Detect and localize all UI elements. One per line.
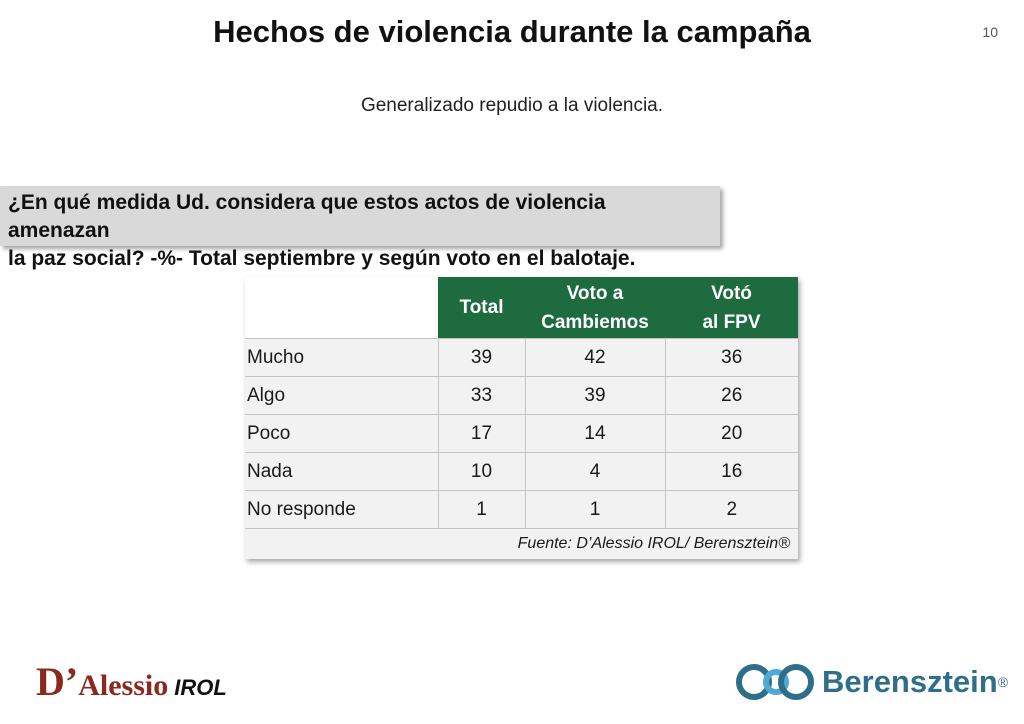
cell-total: 39 [437, 338, 525, 377]
table-row: Nada 10 4 16 [245, 452, 798, 491]
logo-dalessio-name: Alessio [78, 669, 169, 702]
table-row: Poco 17 14 20 [245, 414, 798, 453]
row-label: Poco [245, 414, 438, 453]
cell-fpv: 16 [664, 452, 798, 491]
slide-title: Hechos de violencia durante la campaña [213, 14, 811, 49]
cell-cambiemos: 39 [524, 376, 665, 415]
cell-cambiemos: 14 [524, 414, 665, 453]
cell-fpv: 2 [664, 490, 798, 529]
dalessio-irol-logo: D’Alessio IROL [36, 658, 227, 704]
source-note: Fuente: D’Alessio IROL/ Berensztein® [245, 528, 798, 559]
page-number: 10 [982, 24, 998, 40]
cell-cambiemos: 1 [524, 490, 665, 529]
cell-cambiemos: 42 [524, 338, 665, 377]
question-line-2: la paz social? -%- Total septiembre y se… [8, 247, 636, 270]
cell-total: 10 [437, 452, 525, 491]
cell-cambiemos: 4 [524, 452, 665, 491]
row-label: No responde [245, 490, 438, 529]
cell-total: 33 [437, 376, 525, 415]
table-row: Algo 33 39 26 [245, 376, 798, 415]
cell-total: 17 [437, 414, 525, 453]
logo-dalessio-initial: D’ [36, 659, 79, 704]
table-source-row: Fuente: D’Alessio IROL/ Berensztein® [245, 528, 798, 559]
row-label: Algo [245, 376, 438, 415]
row-label: Nada [245, 452, 438, 491]
question-box: ¿En qué medida Ud. considera que estos a… [0, 186, 720, 270]
cell-fpv: 26 [664, 376, 798, 415]
berensztein-mark-icon [736, 664, 814, 700]
table-header-row: Total Voto a Cambiemos Votó al FPV [245, 277, 798, 339]
header-voto-fpv: Votó al FPV [665, 277, 798, 339]
cell-total: 1 [437, 490, 525, 529]
results-table: Total Voto a Cambiemos Votó al FPV Mucho 3… [245, 277, 798, 559]
header-total: Total [438, 277, 525, 339]
question-line-1: ¿En qué medida Ud. considera que estos a… [8, 191, 606, 242]
cell-fpv: 20 [664, 414, 798, 453]
table-row: Mucho 39 42 36 [245, 338, 798, 377]
slide-subtitle: Generalizado repudio a la violencia. [360, 95, 664, 116]
cell-fpv: 36 [664, 338, 798, 377]
table-row: No responde 1 1 2 [245, 490, 798, 529]
logo-registered-mark: ® [997, 674, 1009, 690]
logo-berensztein-name: Berensztein [822, 664, 998, 699]
row-label: Mucho [245, 338, 438, 377]
logo-irol-text: IROL [174, 675, 227, 700]
berensztein-logo: Berensztein ® [736, 660, 1008, 704]
header-blank-cell [245, 277, 438, 339]
header-voto-cambiemos: Voto a Cambiemos [525, 277, 665, 339]
